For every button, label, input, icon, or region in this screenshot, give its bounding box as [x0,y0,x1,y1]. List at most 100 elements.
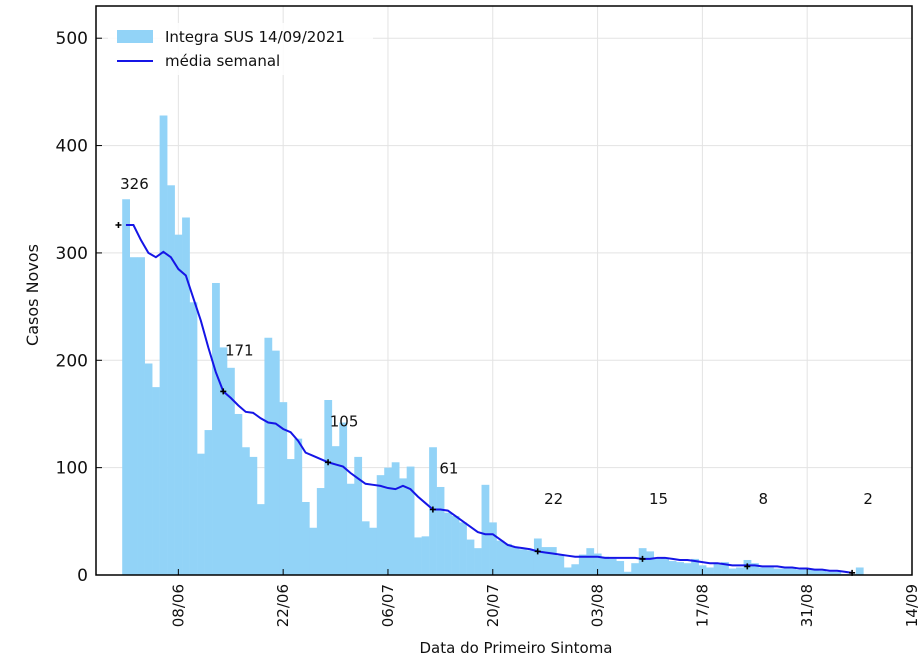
bar [855,567,864,575]
bar [751,563,759,575]
bar [219,347,228,575]
bar [182,217,190,576]
bar [511,547,520,575]
bar [249,456,258,575]
bar [646,551,655,575]
bar [571,564,580,575]
bar [668,561,677,575]
bar [556,555,565,575]
bar [489,522,497,575]
x-tick-label: 22/06 [274,584,292,627]
bar [533,538,542,575]
bar [189,302,198,575]
bar [406,466,415,575]
bar [526,550,535,575]
marker-point [744,563,751,570]
bar [309,527,318,575]
bar [174,234,183,575]
bar [399,478,407,575]
bar [541,547,550,575]
bar [608,558,617,575]
bar [810,569,819,575]
bar [518,549,527,575]
bar [369,527,378,575]
bar [758,567,767,575]
bar [421,536,430,575]
legend: Integra SUS 14/09/2021 média semanal [108,23,373,75]
bar [227,367,235,575]
bar [346,483,355,575]
y-tick-label: 400 [56,137,88,157]
marker-label: 105 [330,412,359,430]
bar [653,558,662,575]
bar [316,488,325,575]
bar [504,543,512,575]
bar [137,257,145,575]
bar [361,521,370,575]
legend-bar-swatch [117,30,153,43]
bar [376,475,385,575]
bar [384,467,393,575]
bar [728,568,737,575]
bar [159,115,168,575]
y-tick-label: 200 [56,351,88,371]
bar [204,430,213,575]
marker-label: 15 [649,490,668,508]
bar [661,557,669,575]
bar [563,567,572,575]
x-tick-label: 31/08 [798,584,816,627]
bar [129,257,138,575]
x-tick-label: 08/06 [169,584,187,627]
bar [548,547,557,575]
bar [234,413,243,575]
average-line-series [125,224,853,574]
bar [212,282,220,575]
bar [586,548,595,575]
bar [301,501,310,575]
bar [578,554,587,575]
bar [818,570,827,575]
marker-label: 2 [863,490,873,508]
bar [444,512,452,575]
bar [773,568,782,575]
bar [354,456,363,575]
bar [676,562,684,575]
bar [294,438,303,575]
bar [481,484,490,575]
y-tick-label: 100 [56,459,88,479]
marker-point [429,506,436,513]
marker-label: 171 [225,341,254,359]
bar [122,199,130,575]
bar [339,422,348,575]
bar [144,363,153,575]
x-tick-label: 06/07 [379,584,397,627]
x-tick-label: 03/08 [589,584,607,627]
bar [825,571,834,575]
bar [623,571,632,575]
legend-bar-label: Integra SUS 14/09/2021 [165,28,345,46]
bar [788,568,797,575]
bar [780,568,789,575]
bar [197,453,205,575]
axes: 0 100 200 300 400 500 08/06 22/06 06/07 20/07 03/0… [56,5,918,627]
bar [631,563,640,575]
bar [713,563,722,575]
bar [706,567,714,575]
bar [286,459,295,575]
bar [279,402,288,575]
marker-point [534,548,541,555]
marker-label: 326 [120,175,149,193]
bar [466,539,475,575]
bar [833,571,842,575]
x-tick-label: 17/08 [693,584,711,627]
bar [271,350,280,575]
legend-line-label: média semanal [165,52,280,70]
bar [256,504,265,575]
bar [391,462,400,575]
bar [436,486,445,575]
x-tick-label: 20/07 [484,584,502,627]
y-tick-label: 300 [56,244,88,264]
bar [593,553,602,575]
y-tick-label: 500 [56,29,88,49]
